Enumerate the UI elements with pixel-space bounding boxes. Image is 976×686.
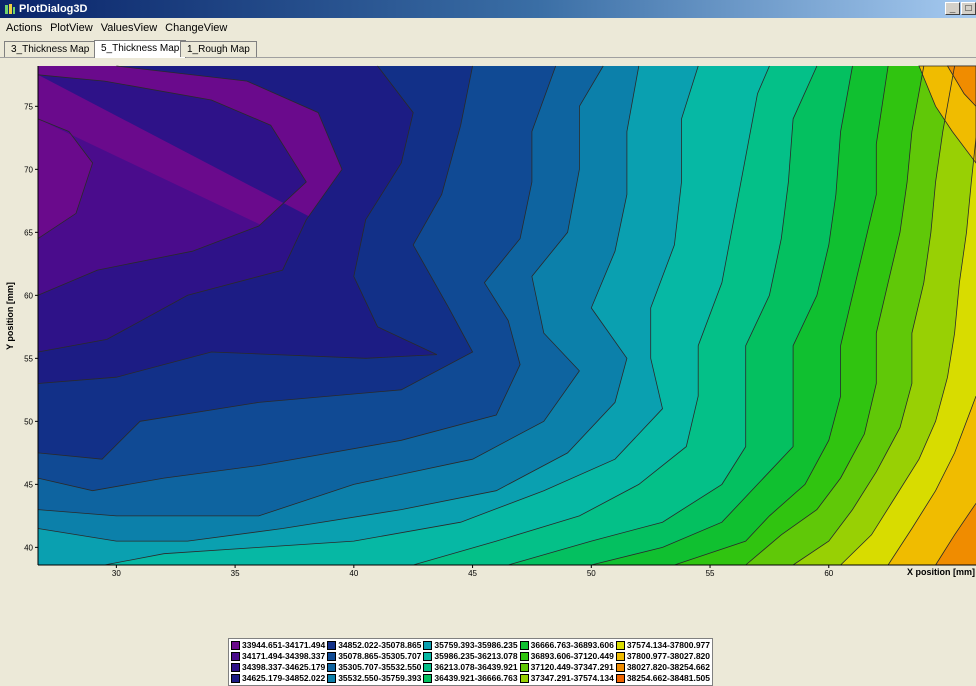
legend-label: 37120.449-37347.291	[531, 662, 614, 673]
legend-item: 35759.393-35986.235	[423, 640, 517, 651]
x-tick-label: 60	[824, 569, 833, 578]
legend-item: 38027.820-38254.662	[616, 662, 710, 673]
legend-label: 34398.337-34625.179	[242, 662, 325, 673]
legend-swatch	[231, 652, 240, 661]
legend-label: 36666.763-36893.606	[531, 640, 614, 651]
x-tick-label: 45	[468, 569, 477, 578]
legend-swatch	[327, 652, 336, 661]
tab-1-rough-map[interactable]: 1_Rough Map	[180, 41, 257, 57]
y-tick-label: 65	[24, 228, 33, 237]
legend-swatch	[520, 674, 529, 683]
legend-swatch	[231, 641, 240, 650]
legend-item: 36439.921-36666.763	[423, 673, 517, 684]
legend-label: 35078.865-35305.707	[338, 651, 421, 662]
contour-chart[interactable]: 40 45 50 55 60 65 70 75 30 35 40 45 50 55 60 Y positio…	[0, 58, 976, 578]
legend-item: 34398.337-34625.179	[231, 662, 325, 673]
tab-5-thickness-map[interactable]: 5_Thickness Map	[94, 40, 186, 58]
x-tick-label: 50	[587, 569, 596, 578]
legend-label: 36893.606-37120.449	[531, 651, 614, 662]
tab-bar: 3_Thickness Map 5_Thickness Map 1_Rough …	[0, 38, 976, 58]
legend-label: 35759.393-35986.235	[434, 640, 517, 651]
legend-swatch	[616, 641, 625, 650]
legend-item: 36213.078-36439.921	[423, 662, 517, 673]
legend-swatch	[616, 674, 625, 683]
legend-swatch	[423, 641, 432, 650]
x-tick-label: 40	[349, 569, 358, 578]
legend-item: 37347.291-37574.134	[520, 673, 614, 684]
y-tick-label: 70	[24, 165, 33, 174]
legend-label: 35986.235-36213.078	[434, 651, 517, 662]
menu-changeview[interactable]: ChangeView	[161, 19, 231, 37]
app-icon	[4, 3, 16, 15]
y-tick-label: 40	[24, 543, 33, 552]
legend-swatch	[423, 652, 432, 661]
legend-swatch	[231, 663, 240, 672]
legend-item: 35532.550-35759.393	[327, 673, 421, 684]
x-axis-label: X position [mm]	[907, 567, 975, 577]
menu-valuesview[interactable]: ValuesView	[97, 19, 161, 37]
legend-swatch	[616, 663, 625, 672]
menu-plotview[interactable]: PlotView	[46, 19, 97, 37]
legend-label: 35305.707-35532.550	[338, 662, 421, 673]
legend-item: 35986.235-36213.078	[423, 651, 517, 662]
legend-swatch	[520, 641, 529, 650]
y-tick-label: 45	[24, 480, 33, 489]
legend-swatch	[327, 663, 336, 672]
legend-item: 38254.662-38481.505	[616, 673, 710, 684]
legend-label: 38027.820-38254.662	[627, 662, 710, 673]
y-tick-label: 60	[24, 291, 33, 300]
legend-label: 37800.977-38027.820	[627, 651, 710, 662]
legend-label: 34852.022-35078.865	[338, 640, 421, 651]
maximize-button[interactable]: □	[961, 2, 976, 15]
legend-label: 38254.662-38481.505	[627, 673, 710, 684]
legend-item: 34852.022-35078.865	[327, 640, 421, 651]
menu-actions[interactable]: Actions	[0, 19, 46, 37]
legend-item: 36893.606-37120.449	[520, 651, 614, 662]
window-controls: _□	[944, 2, 976, 16]
y-tick-label: 75	[24, 102, 33, 111]
legend-label: 36213.078-36439.921	[434, 662, 517, 673]
legend-item: 34171.494-34398.337	[231, 651, 325, 662]
title-bar: PlotDialog3D _□	[0, 0, 976, 18]
x-tick-label: 30	[112, 569, 121, 578]
legend-swatch	[327, 674, 336, 683]
legend-swatch	[616, 652, 625, 661]
legend-item: 37574.134-37800.977	[616, 640, 710, 651]
legend-item: 37800.977-38027.820	[616, 651, 710, 662]
y-tick-label: 50	[24, 417, 33, 426]
tab-3-thickness-map[interactable]: 3_Thickness Map	[4, 41, 96, 57]
legend-swatch	[423, 663, 432, 672]
x-tick-label: 35	[231, 569, 240, 578]
legend-label: 35532.550-35759.393	[338, 673, 421, 684]
legend-swatch	[327, 641, 336, 650]
x-tick-label: 55	[706, 569, 715, 578]
minimize-button[interactable]: _	[945, 2, 960, 15]
legend-item: 35078.865-35305.707	[327, 651, 421, 662]
legend-swatch	[231, 674, 240, 683]
window-title: PlotDialog3D	[19, 0, 87, 18]
legend-item: 33944.651-34171.494	[231, 640, 325, 651]
legend-label: 37347.291-37574.134	[531, 673, 614, 684]
legend-item: 37120.449-37347.291	[520, 662, 614, 673]
y-axis-label: Y position [mm]	[5, 282, 15, 350]
y-tick-label: 55	[24, 354, 33, 363]
legend-swatch	[423, 674, 432, 683]
legend-label: 34625.179-34852.022	[242, 673, 325, 684]
legend-label: 34171.494-34398.337	[242, 651, 325, 662]
legend-label: 37574.134-37800.977	[627, 640, 710, 651]
legend-swatch	[520, 663, 529, 672]
legend-item: 35305.707-35532.550	[327, 662, 421, 673]
legend-item: 34625.179-34852.022	[231, 673, 325, 684]
legend-label: 36439.921-36666.763	[434, 673, 517, 684]
legend-swatch	[520, 652, 529, 661]
plot-area: 40 45 50 55 60 65 70 75 30 35 40 45 50 55 60 Y positio…	[0, 58, 976, 633]
legend-label: 33944.651-34171.494	[242, 640, 325, 651]
legend-item: 36666.763-36893.606	[520, 640, 614, 651]
